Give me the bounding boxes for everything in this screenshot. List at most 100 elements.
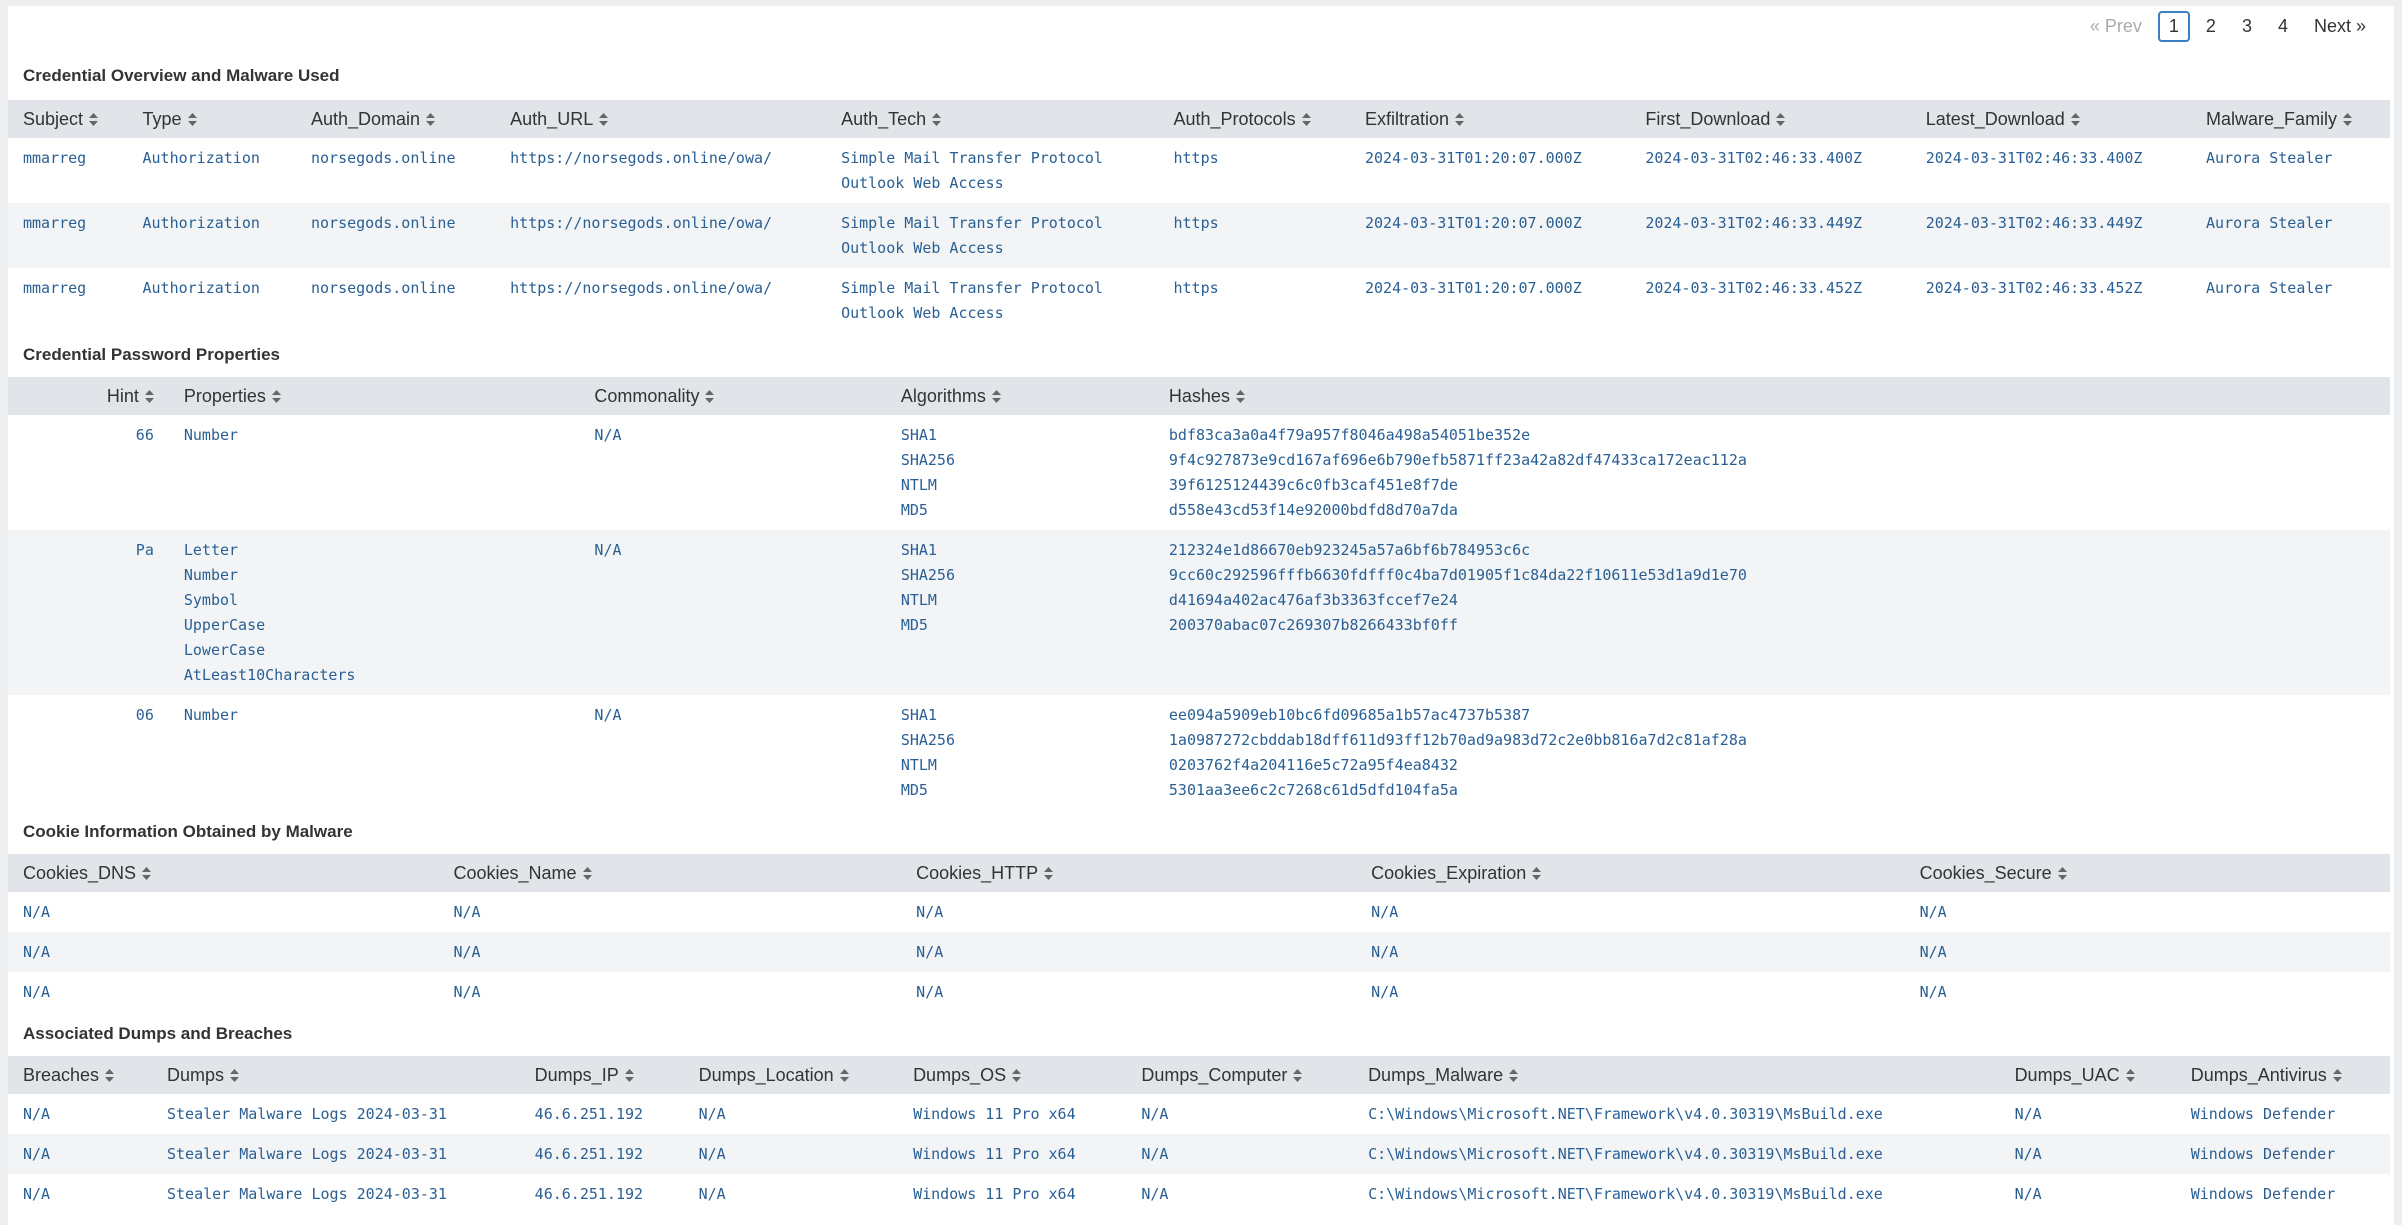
sort-icon[interactable]	[187, 113, 197, 127]
sort-icon[interactable]	[1235, 390, 1245, 404]
cell-text[interactable]: Authorization	[142, 214, 260, 232]
cell-text[interactable]: N/A	[1371, 943, 1399, 961]
cell-text[interactable]: N/A	[1919, 983, 1947, 1001]
cell-line[interactable]: 5301aa3ee6c2c7268c61d5dfd104fa5a	[1168, 781, 1458, 799]
cell-text[interactable]: 06	[135, 706, 154, 724]
cell-text[interactable]: 46.6.251.192	[534, 1145, 644, 1163]
cell-text[interactable]: N/A	[2014, 1105, 2042, 1123]
cell-text[interactable]: N/A	[1919, 903, 1947, 921]
cell-line[interactable]: Simple Mail Transfer Protocol	[841, 149, 1103, 167]
cell-text[interactable]: N/A	[594, 541, 622, 559]
cell-text[interactable]: Stealer Malware Logs 2024-03-31	[167, 1185, 447, 1203]
cell-line[interactable]: SHA1	[900, 426, 937, 444]
sort-icon[interactable]	[991, 390, 1001, 404]
cell-text[interactable]: N/A	[23, 903, 51, 921]
cell-text[interactable]: Stealer Malware Logs 2024-03-31	[167, 1105, 447, 1123]
cell-text[interactable]: Aurora Stealer	[2206, 214, 2333, 232]
sort-icon[interactable]	[1532, 867, 1542, 881]
cell-text[interactable]: N/A	[916, 903, 944, 921]
cell-text[interactable]: N/A	[1141, 1145, 1169, 1163]
cell-text[interactable]: Stealer Malware Logs 2024-03-31	[167, 1145, 447, 1163]
sort-icon[interactable]	[839, 1069, 849, 1083]
column-header[interactable]: Properties	[168, 377, 580, 415]
cell-line[interactable]: 0203762f4a204116e5c72a95f4ea8432	[1168, 756, 1458, 774]
cell-text[interactable]: N/A	[1371, 903, 1399, 921]
cell-line[interactable]: LowerCase	[183, 641, 266, 659]
page-button[interactable]: 2	[2205, 15, 2216, 36]
column-header[interactable]: Type	[127, 100, 296, 138]
cell-text[interactable]: Windows Defender	[2190, 1145, 2336, 1163]
cell-line[interactable]: NTLM	[900, 591, 937, 609]
cell-text[interactable]: Authorization	[142, 279, 260, 297]
prev-button[interactable]: « Prev	[2089, 15, 2142, 36]
cell-line[interactable]: 200370abac07c269307b8266433bf0ff	[1168, 616, 1458, 634]
cell-text[interactable]: N/A	[2014, 1185, 2042, 1203]
cell-text[interactable]: https	[1173, 214, 1219, 232]
sort-icon[interactable]	[1044, 867, 1054, 881]
column-header[interactable]: Cookies_Secure	[1904, 854, 2391, 892]
column-header[interactable]: First_Download	[1630, 100, 1911, 138]
cell-text[interactable]: Authorization	[142, 149, 260, 167]
cell-text[interactable]: mmarreg	[23, 279, 87, 297]
cell-line[interactable]: MD5	[900, 501, 928, 519]
cell-text[interactable]: https://norsegods.online/owa/	[510, 279, 773, 297]
cell-text[interactable]: mmarreg	[23, 214, 87, 232]
cell-line[interactable]: Letter	[183, 541, 239, 559]
cell-line[interactable]: 212324e1d86670eb923245a57a6bf6b784953c6c	[1168, 541, 1531, 559]
sort-icon[interactable]	[1509, 1069, 1519, 1083]
sort-icon[interactable]	[271, 390, 281, 404]
cell-text[interactable]: Windows 11 Pro x64	[913, 1105, 1076, 1123]
sort-icon[interactable]	[2057, 867, 2067, 881]
next-button[interactable]: Next »	[2313, 15, 2366, 36]
page-button[interactable]: 1	[2157, 10, 2190, 42]
sort-icon[interactable]	[1455, 113, 1465, 127]
cell-line[interactable]: MD5	[900, 616, 928, 634]
cell-text[interactable]: N/A	[23, 983, 51, 1001]
cell-text[interactable]: norsegods.online	[311, 279, 456, 297]
cell-text[interactable]: C:\Windows\Microsoft.NET\Framework\v4.0.…	[1368, 1105, 1883, 1123]
cell-line[interactable]: bdf83ca3a0a4f79a957f8046a498a54051be352e	[1168, 426, 1531, 444]
cell-line[interactable]: Outlook Web Access	[841, 304, 1004, 322]
cell-line[interactable]: 1a0987272cbddab18dff611d93ff12b70ad9a983…	[1168, 731, 1747, 749]
cell-text[interactable]: N/A	[1371, 983, 1399, 1001]
cell-text[interactable]: N/A	[2014, 1145, 2042, 1163]
sort-icon[interactable]	[89, 113, 99, 127]
cell-text[interactable]: N/A	[1141, 1185, 1169, 1203]
sort-icon[interactable]	[2070, 113, 2080, 127]
column-header[interactable]: Dumps_Computer	[1126, 1056, 1354, 1094]
cell-text[interactable]: 46.6.251.192	[534, 1185, 644, 1203]
cell-text[interactable]: https://norsegods.online/owa/	[510, 214, 773, 232]
cell-line[interactable]: AtLeast10Characters	[183, 666, 356, 684]
sort-icon[interactable]	[582, 867, 592, 881]
cell-text[interactable]: N/A	[453, 943, 481, 961]
sort-icon[interactable]	[230, 1069, 240, 1083]
cell-text[interactable]: N/A	[698, 1145, 726, 1163]
sort-icon[interactable]	[1776, 113, 1786, 127]
cell-text[interactable]: https://norsegods.online/owa/	[510, 149, 773, 167]
cell-text[interactable]: N/A	[453, 983, 481, 1001]
cell-line[interactable]: ee094a5909eb10bc6fd09685a1b57ac4737b5387	[1168, 706, 1531, 724]
sort-icon[interactable]	[705, 390, 715, 404]
column-header[interactable]: Auth_Domain	[296, 100, 496, 138]
column-header[interactable]: Dumps_UAC	[1999, 1056, 2176, 1094]
column-header[interactable]: Cookies_HTTP	[901, 854, 1357, 892]
sort-icon[interactable]	[105, 1069, 115, 1083]
cell-text[interactable]: Windows Defender	[2190, 1185, 2336, 1203]
column-header[interactable]: Hint	[8, 377, 169, 415]
sort-icon[interactable]	[2332, 1069, 2342, 1083]
cell-text[interactable]: 2024-03-31T02:46:33.449Z	[1925, 214, 2143, 232]
cell-text[interactable]: C:\Windows\Microsoft.NET\Framework\v4.0.…	[1368, 1145, 1883, 1163]
cell-text[interactable]: 2024-03-31T02:46:33.400Z	[1925, 149, 2143, 167]
column-header[interactable]: Algorithms	[885, 377, 1154, 415]
cell-text[interactable]: N/A	[594, 426, 622, 444]
sort-icon[interactable]	[144, 390, 154, 404]
column-header[interactable]: Dumps_Antivirus	[2175, 1056, 2391, 1094]
cell-text[interactable]: N/A	[698, 1185, 726, 1203]
sort-icon[interactable]	[2125, 1069, 2135, 1083]
cell-line[interactable]: Outlook Web Access	[841, 239, 1004, 257]
cell-text[interactable]: 2024-03-31T02:46:33.400Z	[1645, 149, 1863, 167]
cell-text[interactable]: N/A	[23, 1105, 51, 1123]
column-header[interactable]: Latest_Download	[1910, 100, 2192, 138]
cell-text[interactable]: 2024-03-31T01:20:07.000Z	[1365, 149, 1582, 167]
page-button[interactable]: 4	[2277, 15, 2288, 36]
